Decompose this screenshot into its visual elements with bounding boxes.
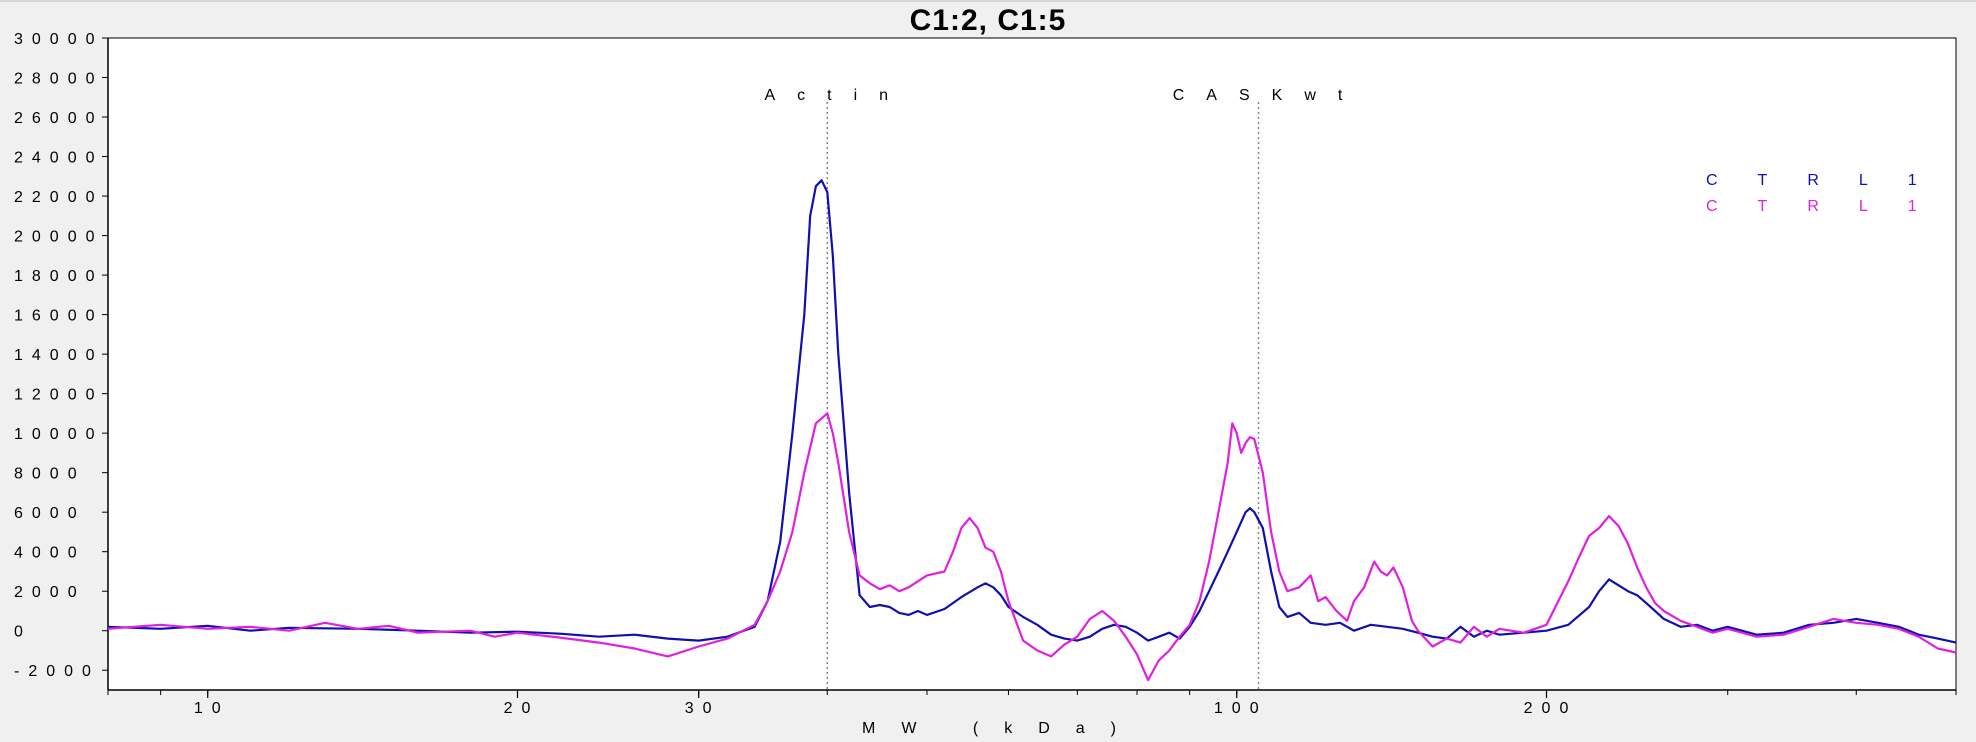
series-line-1	[107, 179, 1957, 644]
y-tick-label: 6000	[14, 505, 86, 522]
legend-entry-2: CTRL1	[1706, 198, 1957, 215]
x-ticks: 10 20 30 100 200	[107, 690, 1957, 717]
plot-area	[107, 37, 1957, 691]
series-line-2	[107, 412, 1957, 682]
legend: CTRL1 CTRL1	[1706, 172, 1957, 215]
y-tick-label: 26000	[14, 110, 104, 127]
x-tick-label: 30	[685, 700, 721, 717]
chart-title: C1:2, C1:5	[909, 4, 1067, 37]
annotation-label: Actin	[764, 87, 910, 104]
x-tick-label: 10	[194, 700, 230, 717]
x-tick-label: 20	[504, 700, 540, 717]
y-tick-label: 28000	[14, 71, 104, 88]
series-group	[107, 179, 1957, 682]
window-top-strip	[0, 0, 1976, 2]
x-tick-label: 100	[1214, 700, 1268, 717]
x-tick-label: 200	[1524, 700, 1578, 717]
y-tick-label: 30000	[14, 31, 104, 48]
y-tick-label: 14000	[14, 347, 104, 364]
y-tick-label: 10000	[14, 426, 104, 443]
y-tick-label: -2000	[14, 663, 100, 680]
legend-entry-1: CTRL1	[1706, 172, 1957, 189]
y-tick-label: 8000	[14, 466, 86, 483]
x-axis-label: MW (kDa)	[862, 720, 1142, 737]
y-tick-label: 20000	[14, 229, 104, 246]
annotations: Actin CASKwt	[764, 87, 1365, 690]
y-tick-label: 24000	[14, 150, 104, 167]
annotation-label: CASKwt	[1173, 87, 1365, 104]
y-ticks: 3000028000260002400022000200001800016000…	[14, 31, 108, 680]
y-tick-label: 16000	[14, 308, 104, 325]
y-tick-label: 12000	[14, 387, 104, 404]
y-tick-label: 22000	[14, 189, 104, 206]
y-tick-label: 2000	[14, 584, 86, 601]
y-tick-label: 0	[14, 624, 32, 641]
y-tick-label: 18000	[14, 268, 104, 285]
y-tick-label: 4000	[14, 545, 86, 562]
